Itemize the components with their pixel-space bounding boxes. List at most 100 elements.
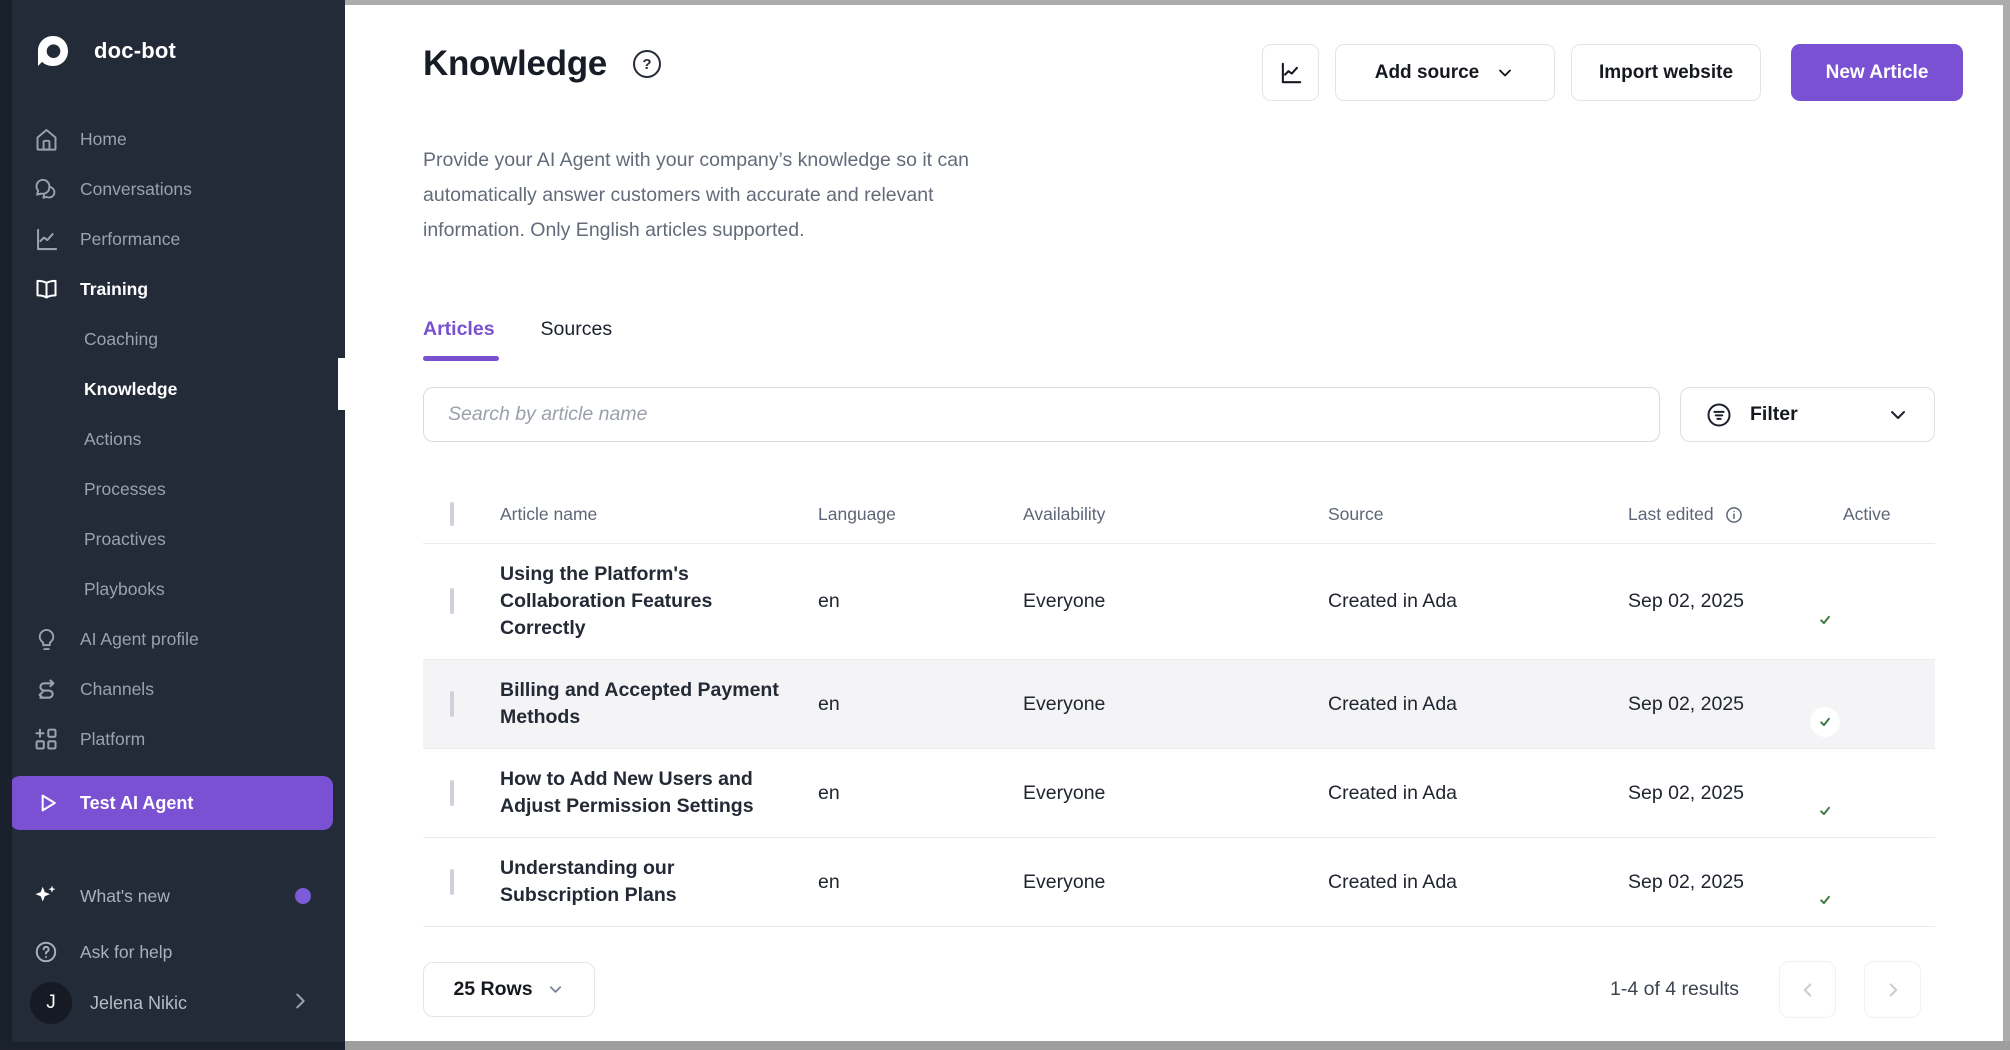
toggle-knob [1810,707,1840,737]
sidebar-item-label: Coaching [84,328,158,349]
selected-item-indicator [338,358,345,410]
column-header-last-edited: Last edited [1628,504,1714,524]
column-header-article-name: Article name [500,504,598,524]
new-article-label: New Article [1825,61,1929,83]
rows-per-page-button[interactable]: 25 Rows [423,962,595,1017]
sidebar-nav: Home Conversations Performance Training [0,114,345,764]
tabs: Articles Sources [423,318,1935,361]
sidebar-item-proactives[interactable]: Proactives [0,514,345,564]
help-circle-icon [32,938,60,966]
sidebar-item-playbooks[interactable]: Playbooks [0,564,345,614]
import-website-label: Import website [1598,61,1734,83]
sidebar-item-processes[interactable]: Processes [0,464,345,514]
analytics-button[interactable] [1262,44,1319,101]
sidebar-item-label: Proactives [84,528,166,549]
row-checkbox[interactable] [450,868,454,895]
sidebar-item-coaching[interactable]: Coaching [0,314,345,364]
sidebar-item-channels[interactable]: Channels [0,664,345,714]
table-row[interactable]: Using the Platform's Collaboration Featu… [423,544,1935,660]
chevron-down-icon [1891,410,1905,419]
filter-label: Filter [1750,403,1798,425]
brand[interactable]: doc-bot [0,0,345,72]
tab-articles[interactable]: Articles [423,318,499,361]
article-language: en [818,870,840,893]
toggle-knob [1810,885,1840,915]
sidebar-item-label: Training [80,278,149,299]
row-checkbox[interactable] [450,588,454,614]
select-all-checkbox[interactable] [450,502,454,526]
add-source-label: Add source [1374,61,1480,83]
article-source: Created in Ada [1328,590,1458,612]
sidebar-item-label: Playbooks [84,578,165,599]
avatar: J [30,982,72,1024]
training-icon [32,275,60,303]
article-last-edited: Sep 02, 2025 [1628,870,1745,893]
whats-new-label: What's new [80,885,170,906]
article-language: en [818,781,840,804]
article-name[interactable]: Billing and Accepted Payment Methods [500,679,779,728]
column-header-language: Language [818,504,896,524]
sidebar-item-label: Knowledge [84,378,178,399]
row-checkbox[interactable] [450,779,454,806]
search-input[interactable] [423,387,1660,442]
main-content: Knowledge ? Add source Import website Ne… [345,0,2010,1050]
table-row[interactable]: How to Add New Users and Adjust Permissi… [423,749,1935,838]
conversations-icon [32,175,60,203]
check-icon [1820,615,1830,624]
sidebar-item-training[interactable]: Training [0,264,345,314]
whats-new-item[interactable]: What's new [0,868,345,924]
info-icon[interactable] [1724,505,1744,525]
article-name[interactable]: How to Add New Users and Adjust Permissi… [500,768,754,817]
add-source-button[interactable]: Add source [1335,44,1555,101]
ada-logo-icon [38,36,68,66]
sidebar-item-actions[interactable]: Actions [0,414,345,464]
sidebar-item-home[interactable]: Home [0,114,345,164]
table-row[interactable]: Understanding our Subscription Plans en … [423,838,1935,927]
article-name[interactable]: Understanding our Subscription Plans [500,857,677,906]
chevron-left-icon [1803,982,1811,997]
article-availability: Everyone [1023,781,1106,804]
tab-sources[interactable]: Sources [541,318,613,361]
whats-new-badge [295,888,311,904]
sidebar-item-label: Conversations [80,178,192,199]
filter-button[interactable]: Filter [1680,387,1935,442]
next-page-button[interactable] [1864,961,1921,1018]
article-last-edited: Sep 02, 2025 [1628,590,1745,612]
test-ai-agent-button[interactable]: Test AI Agent [10,776,333,830]
table-row[interactable]: Billing and Accepted Payment Methods en … [423,660,1935,749]
ask-for-help-item[interactable]: Ask for help [0,924,345,980]
previous-page-button[interactable] [1779,961,1836,1018]
sidebar-item-performance[interactable]: Performance [0,214,345,264]
article-last-edited: Sep 02, 2025 [1628,781,1745,804]
article-name[interactable]: Using the Platform's Collaboration Featu… [500,563,713,639]
sidebar-item-conversations[interactable]: Conversations [0,164,345,214]
import-website-button[interactable]: Import website [1571,44,1761,101]
table-header-row: Article name Language Availability Sourc… [423,486,1935,544]
article-language: en [818,692,840,715]
sidebar-item-label: Actions [84,428,142,449]
column-header-source: Source [1328,504,1384,524]
sidebar-item-platform[interactable]: Platform [0,714,345,764]
ask-for-help-label: Ask for help [80,941,173,962]
new-article-button[interactable]: New Article [1791,44,1963,101]
sparkles-icon [32,882,60,910]
play-icon [41,794,56,812]
vertical-scrollbar[interactable] [2003,0,2010,1050]
article-source: Created in Ada [1328,692,1458,715]
user-account-row[interactable]: J Jelena Nikic [0,982,345,1024]
page-help-icon[interactable]: ? [632,50,661,78]
column-header-availability: Availability [1023,504,1106,524]
sidebar-item-ai-agent-profile[interactable]: AI Agent profile [0,614,345,664]
tab-sources-label: Sources [540,318,613,340]
chevron-down-icon [1499,69,1512,76]
page-description: Provide your AI Agent with your company’… [423,149,969,241]
horizontal-scrollbar[interactable] [345,1041,2010,1050]
row-checkbox[interactable] [450,690,454,717]
test-ai-agent-label: Test AI Agent [80,792,194,813]
line-chart-icon [1281,62,1301,83]
sidebar-item-label: AI Agent profile [80,628,199,649]
performance-icon [32,225,60,253]
results-count: 1-4 of 4 results [1610,978,1739,1000]
sidebar-item-knowledge[interactable]: Knowledge [0,364,345,414]
check-icon [1820,806,1830,816]
